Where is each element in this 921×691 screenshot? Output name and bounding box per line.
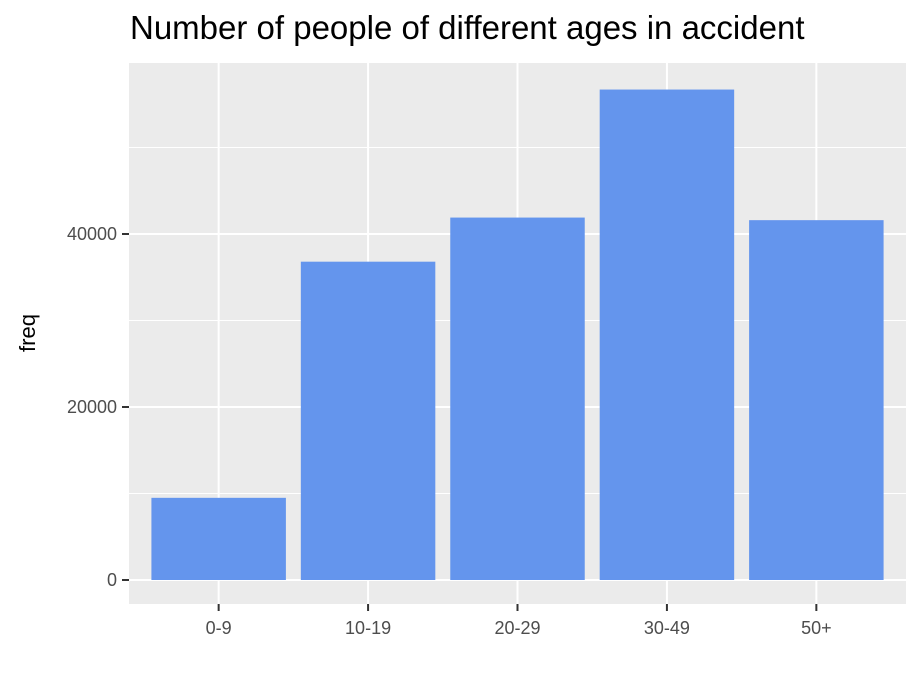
bar-0-9 (151, 497, 286, 580)
x-tick-label: 50+ (801, 618, 832, 638)
x-tick-label: 20-29 (494, 618, 540, 638)
x-tick-label: 30-49 (644, 618, 690, 638)
bar-50+ (749, 220, 884, 580)
y-tick-label: 20000 (67, 397, 117, 417)
y-tick-label: 0 (107, 570, 117, 590)
x-tick-label: 0-9 (206, 618, 232, 638)
bar-10-19 (300, 261, 436, 580)
y-axis: 0 20000 40000 (67, 224, 129, 590)
bar-20-29 (450, 217, 585, 580)
y-tick-label: 40000 (67, 224, 117, 244)
bar-30-49 (599, 89, 735, 581)
bars (151, 89, 884, 581)
chart-title: Number of people of different ages in ac… (130, 9, 805, 46)
y-axis-title: freq (15, 314, 40, 352)
x-tick-label: 10-19 (345, 618, 391, 638)
x-axis: 0-9 10-19 20-29 30-49 50+ (206, 604, 832, 638)
